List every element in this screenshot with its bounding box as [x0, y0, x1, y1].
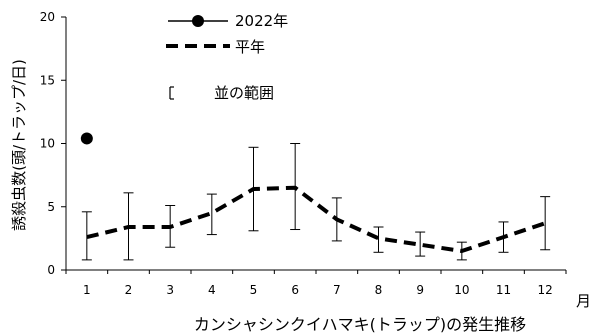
series-normal-year [86, 185, 546, 254]
legend: 2022年 平年 並の範囲 [166, 12, 288, 102]
y-ticks: 0 5 10 15 20 [40, 10, 66, 277]
x-tick-label: 3 [166, 283, 174, 297]
legend-normal-label: 平年 [235, 38, 265, 56]
legend-2022-marker [192, 15, 204, 27]
x-tick-label: 10 [454, 283, 469, 297]
series-2022 [80, 132, 93, 145]
x-tick-label: 8 [375, 283, 383, 297]
x-tick-label: 9 [416, 283, 424, 297]
axes [65, 17, 566, 271]
x-tick-label: 2 [125, 283, 133, 297]
chart-caption: カンシャシンクイハマキ(トラップ)の発生推移 [194, 315, 526, 334]
range-errorbars [81, 143, 551, 261]
x-tick-label: 11 [496, 283, 511, 297]
legend-range-label: 並の範囲 [214, 84, 274, 102]
x-tick-label: 4 [208, 283, 216, 297]
legend-2022-label: 2022年 [235, 12, 288, 30]
y-tick-label: 20 [40, 10, 55, 24]
y-axis-title: 誘殺虫数(頭/トラップ/日) [10, 59, 28, 231]
x-tick-label: 5 [250, 283, 258, 297]
x-axis-unit-label: 月 [576, 292, 591, 310]
y-tick-label: 0 [47, 263, 55, 277]
x-ticks: 1 2 3 4 5 6 7 8 9 10 11 12 [65, 270, 567, 297]
x-tick-label: 7 [333, 283, 341, 297]
point-2022 [80, 132, 93, 145]
x-tick-label: 12 [538, 283, 553, 297]
x-tick-label: 1 [83, 283, 91, 297]
y-tick-label: 5 [47, 200, 55, 214]
x-tick-label: 6 [291, 283, 299, 297]
y-tick-label: 10 [40, 137, 55, 151]
normal-year-line [86, 185, 546, 254]
y-tick-label: 15 [40, 73, 55, 87]
